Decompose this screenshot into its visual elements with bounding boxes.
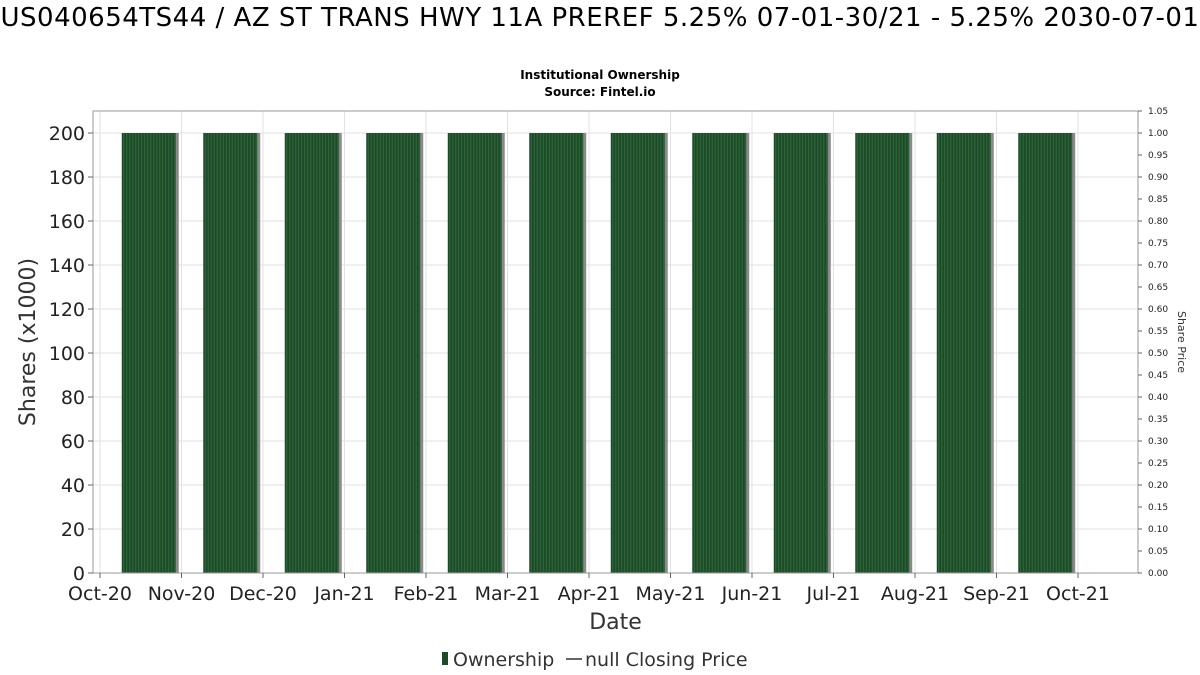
x-tick-label: Jan-21 [313, 583, 374, 605]
y-tick-label: 100 [49, 343, 85, 365]
bar-2021-05 [610, 133, 668, 573]
y2-tick-label: 0.75 [1148, 239, 1168, 249]
bar-body [936, 133, 991, 573]
y2-tick-label: 0.40 [1148, 393, 1168, 403]
bar-2020-11 [121, 133, 179, 573]
subtitle-line-2: Source: Fintel.io [544, 85, 656, 99]
x-tick-label: Sep-21 [963, 583, 1030, 605]
bar-body [692, 133, 747, 573]
x-tick-label: Apr-21 [558, 583, 621, 605]
legend-swatch-ownership [442, 652, 448, 665]
y-axis-title: Shares (x1000) [16, 258, 41, 426]
legend-label-closing-price: null Closing Price [585, 649, 748, 671]
x-tick-label: Aug-21 [881, 583, 949, 605]
y2-tick-label: 0.65 [1148, 283, 1168, 293]
y-tick-label: 160 [49, 211, 85, 233]
bar-body [773, 133, 828, 573]
y2-tick-label: 1.05 [1148, 107, 1168, 117]
bar-body [203, 133, 258, 573]
y-tick-label: 180 [49, 167, 85, 189]
subtitle-line-1: Institutional Ownership [520, 68, 680, 82]
bar-body [366, 133, 421, 573]
bar-2020-12 [203, 133, 261, 573]
y-axis-right: 0.00 0.05 0.10 0.15 0.20 0.25 0.30 0.35 0.40 0.45… [1138, 107, 1168, 579]
y2-tick-label: 0.00 [1148, 569, 1168, 579]
bar-body [529, 133, 584, 573]
bar-body [447, 133, 502, 573]
x-tick-label: Mar-21 [475, 583, 541, 605]
bar-body [284, 133, 339, 573]
x-tick-label: Jul-21 [806, 583, 861, 605]
y2-tick-label: 0.70 [1148, 261, 1168, 271]
y2-tick-label: 0.55 [1148, 327, 1168, 337]
plot-frame [92, 110, 1139, 574]
x-axis: Oct-20 Nov-20 Dec-20 Jan-21 Feb-21 Mar-21 Apr-… [68, 573, 1110, 605]
bars [121, 133, 1076, 573]
chart-subtitle: Institutional Ownership Source: Fintel.i… [0, 67, 1200, 101]
y-tick-label: 120 [49, 299, 85, 321]
bar-body [610, 133, 665, 573]
legend-label-ownership: Ownership [453, 649, 554, 671]
y-tick-label: 40 [61, 475, 85, 497]
y2-tick-label: 0.10 [1148, 525, 1168, 535]
bar-2021-08 [855, 133, 913, 573]
y2-tick-label: 1.00 [1148, 129, 1168, 139]
y2-tick-label: 0.05 [1148, 547, 1168, 557]
x-tick-label: Feb-21 [394, 583, 459, 605]
bar-2021-04 [529, 133, 587, 573]
y-axis-left: 0 20 40 60 80 100 120 140 160 180 200 [49, 123, 93, 585]
chart-title: US040654TS44 / AZ ST TRANS HWY 11A PRERE… [0, 3, 1200, 33]
bar-2021-09 [936, 133, 994, 573]
x-tick-label: May-21 [636, 583, 706, 605]
y2-tick-label: 0.90 [1148, 173, 1168, 183]
y2-tick-label: 0.30 [1148, 437, 1168, 447]
x-tick-label: Jun-21 [721, 583, 783, 605]
bar-2021-10 [1018, 133, 1076, 573]
y-tick-label: 80 [61, 387, 85, 409]
y2-tick-label: 0.80 [1148, 217, 1168, 227]
y2-tick-label: 0.45 [1148, 371, 1168, 381]
bar-2021-06 [692, 133, 750, 573]
y2-axis-title: Share Price [1175, 311, 1188, 373]
y2-tick-label: 0.20 [1148, 481, 1168, 491]
y2-tick-label: 0.95 [1148, 151, 1168, 161]
legend: Ownership null Closing Price [442, 649, 748, 671]
bar-2021-02 [366, 133, 424, 573]
x-tick-label: Oct-20 [68, 583, 132, 605]
y2-tick-label: 0.85 [1148, 195, 1168, 205]
y2-tick-label: 0.35 [1148, 415, 1168, 425]
bar-body [1018, 133, 1073, 573]
x-axis-title: Date [589, 610, 642, 635]
y2-tick-label: 0.60 [1148, 305, 1168, 315]
y-tick-label: 200 [49, 123, 85, 145]
bar-body [121, 133, 176, 573]
y-tick-label: 20 [61, 519, 85, 541]
y2-tick-label: 0.15 [1148, 503, 1168, 513]
bar-body [855, 133, 910, 573]
bar-2021-07 [773, 133, 831, 573]
bar-2021-01 [284, 133, 342, 573]
x-tick-label: Nov-20 [148, 583, 216, 605]
x-tick-label: Dec-20 [229, 583, 297, 605]
bar-2021-03 [447, 133, 505, 573]
y2-tick-label: 0.25 [1148, 459, 1168, 469]
y-tick-label: 60 [61, 431, 85, 453]
y-tick-label: 140 [49, 255, 85, 277]
y2-tick-label: 0.50 [1148, 349, 1168, 359]
y-tick-label: 0 [73, 563, 85, 585]
x-tick-label: Oct-21 [1046, 583, 1110, 605]
